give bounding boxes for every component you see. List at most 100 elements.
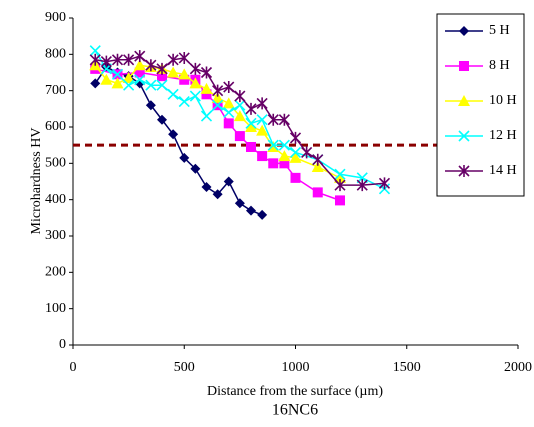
marker (222, 97, 235, 109)
marker (123, 53, 135, 66)
marker (335, 195, 345, 206)
marker (246, 205, 256, 216)
marker (234, 99, 246, 111)
marker (245, 117, 257, 129)
marker (200, 82, 213, 94)
marker (334, 171, 346, 183)
y-tick-label: 300 (45, 228, 66, 243)
marker (179, 152, 190, 163)
marker (200, 66, 213, 79)
marker (256, 124, 269, 136)
marker (145, 79, 157, 91)
marker (89, 45, 101, 57)
marker (145, 100, 156, 111)
marker (178, 68, 191, 80)
marker (212, 84, 224, 97)
marker (312, 153, 324, 166)
y-tick-label: 200 (45, 265, 66, 280)
y-tick-label: 800 (45, 47, 66, 62)
y-tick-label: 500 (45, 156, 66, 171)
marker (256, 114, 268, 126)
marker (167, 66, 180, 78)
marker (267, 113, 279, 126)
x-tick-label: 1500 (393, 360, 421, 375)
marker (289, 131, 302, 144)
marker (312, 187, 323, 198)
marker (189, 62, 201, 75)
y-tick-label: 900 (45, 10, 66, 25)
legend-label: 14 H (489, 163, 517, 178)
x-tick-label: 500 (174, 360, 195, 375)
marker (100, 73, 113, 85)
marker (133, 59, 146, 71)
marker (234, 131, 245, 142)
marker (178, 96, 190, 108)
marker (90, 78, 101, 89)
subtitle: 16NC6 (272, 402, 318, 419)
marker (289, 151, 302, 163)
marker (301, 146, 313, 159)
marker (279, 158, 290, 169)
marker (289, 146, 302, 158)
marker (234, 90, 246, 103)
marker (189, 77, 202, 89)
marker (189, 90, 201, 102)
marker (212, 189, 223, 200)
legend-label: 12 H (489, 128, 517, 143)
marker (167, 53, 179, 66)
marker (111, 68, 124, 80)
marker (211, 91, 224, 103)
marker (201, 89, 212, 100)
marker (190, 163, 201, 174)
marker (134, 67, 145, 78)
marker (278, 139, 290, 151)
marker (178, 51, 190, 64)
marker (212, 99, 224, 111)
marker (157, 114, 167, 125)
marker (311, 160, 324, 172)
marker (157, 71, 167, 82)
y-tick-label: 700 (45, 83, 66, 98)
x-axis-label: Distance from the surface (µm) (207, 384, 383, 399)
marker (334, 168, 346, 180)
marker (268, 158, 279, 169)
marker (123, 79, 135, 91)
marker (167, 88, 179, 100)
marker (223, 106, 235, 119)
marker (145, 59, 157, 72)
marker (245, 102, 257, 115)
marker (111, 77, 124, 89)
marker (200, 110, 213, 122)
y-tick-label: 0 (59, 337, 66, 352)
marker (134, 50, 146, 63)
marker (278, 150, 291, 162)
marker (168, 129, 179, 140)
marker (290, 172, 301, 183)
legend-marker (458, 95, 470, 106)
legend-label: 10 H (489, 93, 517, 108)
marker (179, 74, 190, 85)
marker (234, 198, 245, 209)
x-tick-label: 2000 (504, 360, 532, 375)
legend-label: 8 H (489, 58, 510, 73)
y-tick-label: 600 (45, 119, 66, 134)
marker (156, 62, 168, 75)
marker (122, 71, 135, 83)
marker (100, 55, 112, 68)
marker (334, 179, 346, 192)
y-tick-label: 100 (45, 301, 66, 316)
marker (245, 121, 257, 132)
marker (256, 97, 268, 110)
marker (267, 139, 279, 151)
y-axis-label: Microhardness HV (29, 128, 44, 235)
legend-marker (459, 26, 469, 36)
marker (89, 53, 101, 66)
legend-marker (458, 130, 470, 142)
marker (111, 53, 124, 66)
legend (436, 13, 525, 197)
marker (233, 110, 246, 122)
x-tick-label: 1000 (282, 360, 310, 375)
x-tick-label: 0 (70, 360, 77, 375)
marker (156, 79, 168, 91)
